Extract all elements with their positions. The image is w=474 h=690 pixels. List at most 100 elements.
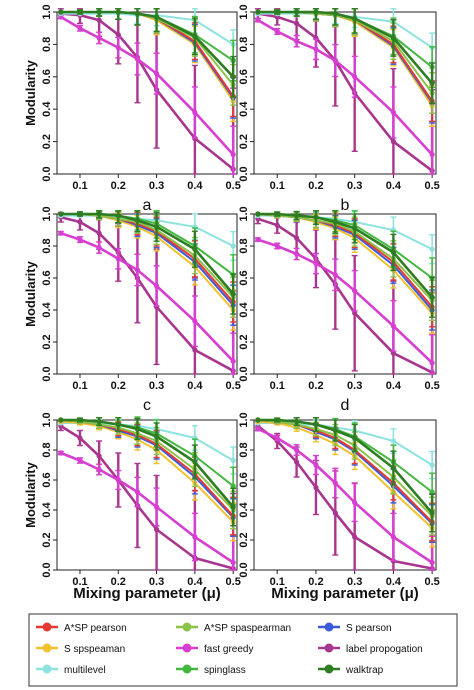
legend-entry-multilevel: multilevel — [36, 664, 106, 676]
data-point — [115, 32, 121, 38]
y-tick-label: 1.0 — [41, 412, 53, 427]
data-point — [58, 211, 64, 217]
series-line — [60, 11, 235, 102]
series-fast_greedy — [254, 426, 436, 571]
series-fast_greedy — [57, 14, 237, 175]
x-tick-label: 0.3 — [347, 180, 362, 192]
y-tick-label: 0.0 — [41, 562, 53, 577]
series-asp_spaspearman — [255, 8, 436, 114]
y-tick-label: 0.8 — [41, 442, 53, 457]
series-fast_greedy — [57, 230, 237, 375]
x-tick-label: 0.1 — [270, 180, 285, 192]
x-tick-label: 0.3 — [347, 380, 362, 392]
data-point — [115, 421, 121, 428]
x-tick-label: 0.4 — [386, 576, 402, 588]
data-point — [390, 438, 397, 444]
data-point — [429, 294, 435, 300]
x-tick-label: 0.2 — [308, 380, 323, 392]
legend-swatch-marker — [42, 622, 52, 632]
series-line — [257, 212, 434, 299]
series-walktrap — [58, 417, 237, 527]
series-line — [60, 215, 234, 372]
legend-swatch-marker — [182, 622, 192, 632]
x-tick-label: 0.5 — [226, 380, 241, 392]
y-tick-label: 0.6 — [238, 270, 250, 285]
data-point — [96, 17, 102, 23]
data-point — [352, 435, 358, 441]
series-line — [60, 12, 235, 171]
data-point — [313, 421, 319, 428]
data-point — [390, 249, 397, 255]
series-line — [60, 231, 235, 363]
series-asp_pearson — [58, 8, 237, 118]
series-line — [257, 12, 433, 172]
data-point — [96, 466, 102, 473]
y-tick-label: 0.4 — [41, 101, 53, 117]
series-line — [257, 238, 433, 364]
y-tick-label: 0.4 — [238, 301, 250, 317]
legend-label: A*SP pearson — [64, 623, 127, 634]
data-point — [274, 243, 280, 249]
series-line — [60, 419, 234, 519]
x-tick-label: 0.4 — [386, 180, 402, 192]
legend-label: label propogation — [346, 644, 423, 655]
legend: A*SP pearson A*SP spaspearman S pearson S s… — [28, 613, 458, 687]
series-multilevel — [255, 210, 436, 265]
data-point — [230, 74, 236, 80]
y-tick-label: 0.4 — [41, 301, 53, 317]
series-line — [257, 420, 433, 529]
y-tick-label: 0.0 — [41, 366, 53, 381]
y-tick-label: 0.8 — [41, 37, 53, 52]
y-tick-label: 0.8 — [238, 442, 250, 457]
series-line — [257, 18, 434, 156]
y-tick-label: 0.2 — [41, 532, 53, 547]
data-point — [429, 462, 435, 468]
data-point — [230, 291, 236, 297]
data-point — [255, 211, 261, 217]
series-line — [60, 15, 235, 156]
y-tick-label: 1.0 — [238, 412, 250, 427]
data-point — [293, 251, 300, 257]
y-tick-label: 0.0 — [41, 166, 53, 181]
data-point — [77, 9, 83, 15]
series-label_propogation — [57, 8, 237, 175]
data-point — [352, 534, 358, 540]
series-spinglass — [255, 210, 436, 299]
data-point — [134, 267, 141, 273]
data-point — [429, 489, 435, 495]
series-s_spspeaman — [255, 418, 436, 548]
series-multilevel — [58, 417, 237, 475]
plot-frame — [253, 213, 437, 375]
y-tick-label: 1.0 — [41, 4, 53, 19]
y-tick-label: 0.0 — [238, 562, 250, 577]
x-tick-label: 0.4 — [187, 576, 203, 588]
data-point — [255, 9, 261, 15]
data-point — [255, 237, 261, 243]
data-point — [293, 213, 300, 219]
data-point — [352, 225, 358, 231]
data-point — [192, 33, 198, 39]
data-point — [332, 58, 338, 64]
x-tick-label: 0.1 — [72, 180, 87, 192]
series-label_propogation — [57, 211, 237, 375]
data-point — [96, 211, 102, 217]
data-point — [429, 559, 435, 566]
panel-b: 0.0 0.2 0.4 0.6 0.8 1.0 0.1 0.2 0.3 0.4 0.5 b — [238, 4, 440, 214]
data-point — [429, 360, 435, 366]
data-point — [230, 457, 236, 464]
data-point — [153, 14, 160, 20]
x-tick-label: 0.5 — [424, 576, 439, 588]
x-tick-label: 0.4 — [187, 380, 203, 392]
data-point — [255, 417, 261, 423]
y-tick-label: 0.6 — [41, 270, 53, 285]
panel-c: 0.0 0.2 0.4 0.6 0.8 1.0 0.1 0.2 0.3 0.4 0.5 Modular… — [23, 206, 241, 414]
series-walktrap — [255, 417, 436, 533]
data-point — [293, 459, 300, 465]
series-line — [60, 424, 234, 570]
series-fast_greedy — [57, 450, 237, 571]
data-point — [390, 323, 397, 329]
series-fast_greedy — [254, 17, 436, 175]
legend-entry-asp_spaspearman: A*SP spaspearman — [176, 622, 291, 634]
x-tick-label: 0.3 — [149, 576, 164, 588]
